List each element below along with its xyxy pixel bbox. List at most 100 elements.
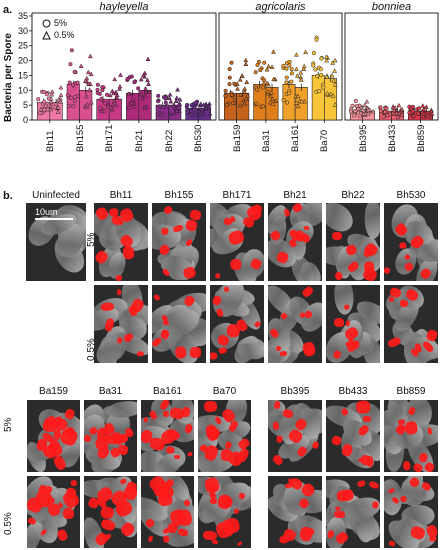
point-5-Ba161 [287, 59, 292, 64]
point-05-Ba31 [264, 80, 270, 85]
point-05-Bb433 [399, 106, 405, 112]
point-5-Bb395 [350, 103, 355, 108]
point-5-Bb433 [378, 108, 383, 113]
bar-5-Ba70 [311, 75, 325, 121]
micrograph-Bh11-05 [94, 285, 148, 363]
point-5-Ba161 [284, 80, 289, 85]
point-05-Ba70 [329, 72, 335, 78]
point-5-Bb433 [383, 109, 388, 114]
bacteria-signal [163, 535, 170, 543]
y-tick-label: 35 [18, 11, 28, 21]
point-05-Ba161 [295, 93, 301, 99]
point-05-Ba31 [271, 49, 276, 54]
point-05-Ba161 [298, 77, 304, 82]
point-05-Ba161 [301, 98, 307, 104]
point-5-Bb859 [416, 106, 422, 111]
bacteria-signal [70, 479, 78, 487]
point-05-Bh21 [138, 76, 144, 82]
point-05-Bh530 [198, 112, 204, 117]
image-title-Bb395: Bb395 [280, 386, 310, 397]
panel-a-letter: a. [3, 4, 13, 16]
point-05-Ba159 [239, 73, 245, 79]
point-05-Ba159 [242, 100, 247, 106]
point-5-Ba70 [319, 56, 324, 61]
point-05-Bb433 [396, 102, 402, 108]
y-tick-label: 0 [23, 115, 28, 125]
point-5-Bh171 [99, 96, 104, 101]
point-05-Ba159 [245, 93, 250, 98]
point-05-Ba159 [237, 102, 243, 108]
point-5-Ba31 [261, 77, 267, 83]
point-05-Bh22 [171, 110, 177, 116]
point-5-Bh155 [68, 62, 73, 67]
point-05-Bh11 [49, 89, 55, 94]
category-label-Bb395: Bb395 [357, 124, 369, 152]
point-05-Bh22 [166, 95, 172, 101]
row-label-05-bottom: 0.5% [3, 512, 14, 535]
point-05-Ba70 [331, 78, 337, 83]
point-05-Bh155 [86, 81, 91, 86]
point-5-Bh155 [72, 69, 77, 74]
bacteria-signal [387, 336, 403, 349]
bacteria-signal [215, 273, 221, 279]
point-5-Bh155 [66, 103, 71, 108]
bacteria-signal [426, 328, 438, 342]
category-label-Bb859: Bb859 [415, 124, 427, 152]
micrograph-Bh22-05 [326, 285, 380, 363]
point-05-Bh171 [113, 102, 119, 108]
point-05-Ba31 [271, 76, 277, 82]
point-5-Bb433 [384, 106, 389, 111]
bacteria-signal [356, 479, 367, 489]
category-label-Bh21: Bh21 [133, 129, 145, 152]
point-5-Bh155 [69, 48, 74, 53]
point-5-Bh21 [125, 76, 130, 81]
image-title-Bh155: Bh155 [164, 190, 194, 201]
point-05-Bh155 [78, 63, 84, 68]
point-5-Ba31 [256, 59, 262, 65]
scale-bar [35, 218, 73, 220]
point-05-Bh21 [138, 91, 144, 97]
point-05-Bh155 [88, 99, 94, 105]
point-05-Bh530 [201, 102, 207, 107]
point-05-Ba70 [324, 57, 330, 63]
point-05-Bh22 [174, 108, 180, 113]
point-05-Bh22 [167, 111, 173, 116]
point-05-Bh11 [53, 101, 59, 106]
species-title-agricolaris: agricolaris [255, 1, 306, 13]
point-05-Bh171 [117, 83, 123, 89]
bacteria-signal [384, 266, 392, 275]
point-5-Ba31 [254, 101, 259, 106]
bacteria-signal [217, 346, 227, 355]
point-05-Bh530 [207, 111, 213, 116]
bacteria-signal [163, 321, 170, 326]
point-05-Ba70 [330, 93, 336, 98]
bacteria-signal [56, 528, 70, 543]
point-05-Bh21 [141, 72, 146, 78]
bacteria-signal [115, 273, 123, 281]
point-05-Bb433 [391, 107, 397, 113]
point-5-Bh22 [161, 105, 166, 110]
point-5-Ba31 [253, 70, 258, 75]
legend-05-label: 0.5% [54, 30, 75, 40]
point-5-Ba161 [285, 100, 290, 105]
point-5-Ba70 [317, 89, 322, 94]
image-title-Bh22: Bh22 [341, 190, 365, 201]
point-5-Bh11 [44, 103, 49, 108]
point-05-Ba161 [293, 100, 299, 105]
point-5-Bb395 [353, 108, 358, 113]
bacteria-signal [362, 415, 372, 423]
micrograph-Ba31-05 [84, 476, 137, 548]
point-05-Bh171 [112, 76, 118, 82]
point-05-Bh21 [147, 89, 152, 95]
bacteria-signal [116, 289, 122, 296]
point-05-Ba70 [332, 102, 338, 107]
point-05-Ba31 [273, 98, 279, 103]
point-5-Ba161 [284, 66, 289, 71]
bacteria-signal [356, 400, 371, 414]
point-5-Bb395 [353, 98, 358, 104]
point-5-Bh155 [71, 104, 76, 109]
bacteria-signal [332, 232, 343, 241]
point-05-Bb395 [361, 107, 367, 113]
point-05-Bb395 [370, 108, 376, 114]
point-5-Bh155 [73, 94, 78, 99]
